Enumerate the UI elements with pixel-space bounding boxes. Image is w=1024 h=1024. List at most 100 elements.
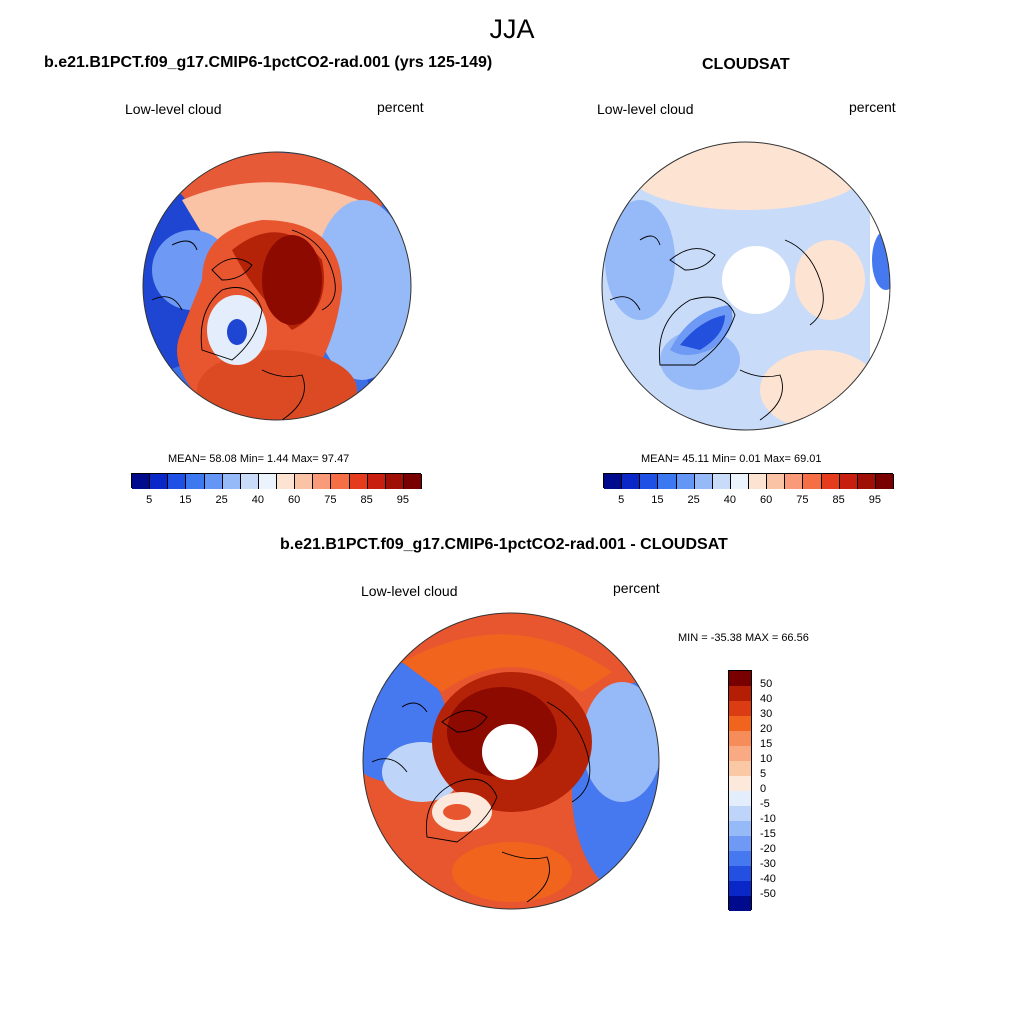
model-colorbar-tick-label: 85 (360, 494, 373, 506)
model-colorbar-swatch (132, 474, 151, 489)
model-colorbar-swatch (295, 474, 314, 489)
diff-colorbar-swatch (729, 761, 751, 776)
obs-colorbar-swatch (640, 474, 659, 489)
obs-colorbar-tick-label: 15 (651, 494, 664, 506)
diff-colorbar-swatch (729, 806, 751, 821)
obs-stats: MEAN= 45.11 Min= 0.01 Max= 69.01 (641, 453, 822, 465)
diff-stats: MIN = -35.38 MAX = 66.56 (678, 632, 809, 644)
obs-colorbar-swatch (658, 474, 677, 489)
obs-colorbar-swatch (694, 474, 713, 489)
diff-colorbar-labels: 50 40 30 20 15 10 5 0 -5 -10 -15 -20 -30 -40 -50 (760, 670, 800, 910)
diff-colorbar-swatch (729, 716, 751, 731)
obs-colorbar-swatch (622, 474, 641, 489)
diff-colorbar-tick-label: 5 (760, 768, 767, 780)
diff-colorbar-tick-label: 10 (760, 753, 773, 765)
obs-colorbar-swatch (767, 474, 786, 489)
diff-colorbar-swatch (729, 776, 751, 791)
diff-panel-title: b.e21.B1PCT.f09_g17.CMIP6-1pctCO2-rad.00… (280, 536, 728, 553)
model-colorbar-swatch (186, 474, 205, 489)
diff-colorbar-tick-label: -50 (760, 888, 776, 900)
model-panel-title: b.e21.B1PCT.f09_g17.CMIP6-1pctCO2-rad.00… (44, 54, 493, 71)
obs-colorbar-tick-label: 75 (796, 494, 809, 506)
model-left-label: Low-level cloud (125, 101, 222, 117)
obs-colorbar-tick-label: 5 (618, 494, 625, 506)
model-colorbar-tick-label: 15 (179, 494, 192, 506)
diff-colorbar-swatch (729, 881, 751, 896)
diff-colorbar-swatch (729, 896, 751, 911)
diff-colorbar-swatch (729, 671, 751, 686)
model-stats: MEAN= 58.08 Min= 1.44 Max= 97.47 (168, 453, 350, 465)
diff-colorbar-swatch (729, 866, 751, 881)
obs-colorbar-swatch (803, 474, 822, 489)
diff-colorbar-tick-label: 50 (760, 678, 773, 690)
model-colorbar (131, 473, 422, 489)
diff-left-label: Low-level cloud (361, 583, 458, 599)
diff-colorbar-tick-label: 40 (760, 693, 773, 705)
obs-colorbar-swatch (676, 474, 695, 489)
obs-colorbar-tick-label: 25 (687, 494, 700, 506)
model-colorbar-swatch (240, 474, 259, 489)
obs-colorbar-swatch (875, 474, 894, 489)
model-colorbar-swatch (168, 474, 187, 489)
diff-colorbar-tick-label: 15 (760, 738, 773, 750)
diff-colorbar (728, 670, 752, 911)
diff-colorbar-tick-label: -15 (760, 828, 776, 840)
model-colorbar-swatch (150, 474, 169, 489)
diff-colorbar-tick-label: -30 (760, 858, 776, 870)
obs-colorbar-swatch (712, 474, 731, 489)
model-colorbar-tick-label: 75 (324, 494, 337, 506)
obs-colorbar (603, 473, 894, 489)
diff-colorbar-tick-label: 30 (760, 708, 773, 720)
obs-polar-map (601, 141, 891, 431)
model-colorbar-tick-label: 60 (288, 494, 301, 506)
obs-colorbar-labels: 5 15 25 40 60 75 85 95 (603, 494, 893, 508)
model-colorbar-swatch (367, 474, 386, 489)
model-colorbar-swatch (403, 474, 422, 489)
obs-colorbar-tick-label: 40 (723, 494, 736, 506)
model-colorbar-tick-label: 95 (396, 494, 409, 506)
obs-left-label: Low-level cloud (597, 101, 694, 117)
model-colorbar-swatch (385, 474, 404, 489)
diff-colorbar-swatch (729, 851, 751, 866)
diff-polar-map (362, 612, 660, 910)
model-polar-map (142, 151, 412, 421)
diff-colorbar-swatch (729, 821, 751, 836)
obs-colorbar-swatch (821, 474, 840, 489)
model-colorbar-tick-label: 25 (215, 494, 228, 506)
model-colorbar-labels: 5 15 25 40 60 75 85 95 (131, 494, 421, 508)
model-colorbar-tick-label: 40 (251, 494, 264, 506)
obs-colorbar-tick-label: 85 (832, 494, 845, 506)
diff-colorbar-swatch (729, 791, 751, 806)
diff-colorbar-swatch (729, 836, 751, 851)
figure-title: JJA (489, 14, 535, 44)
diff-right-label: percent (613, 580, 660, 596)
model-colorbar-swatch (313, 474, 332, 489)
obs-colorbar-swatch (604, 474, 623, 489)
diff-colorbar-tick-label: -20 (760, 843, 776, 855)
diff-colorbar-tick-label: 0 (760, 783, 767, 795)
model-colorbar-tick-label: 5 (146, 494, 153, 506)
diff-colorbar-swatch (729, 686, 751, 701)
model-colorbar-swatch (258, 474, 277, 489)
model-colorbar-swatch (277, 474, 296, 489)
diff-colorbar-swatch (729, 746, 751, 761)
obs-panel-title: CLOUDSAT (702, 56, 790, 73)
obs-colorbar-tick-label: 95 (868, 494, 881, 506)
obs-colorbar-swatch (749, 474, 768, 489)
diff-colorbar-swatch (729, 731, 751, 746)
obs-colorbar-tick-label: 60 (760, 494, 773, 506)
obs-colorbar-swatch (785, 474, 804, 489)
model-colorbar-swatch (222, 474, 241, 489)
obs-colorbar-swatch (730, 474, 749, 489)
model-colorbar-swatch (204, 474, 223, 489)
model-colorbar-swatch (331, 474, 350, 489)
diff-colorbar-tick-label: -10 (760, 813, 776, 825)
obs-right-label: percent (849, 99, 896, 115)
obs-colorbar-swatch (839, 474, 858, 489)
model-colorbar-swatch (349, 474, 368, 489)
diff-colorbar-swatch (729, 701, 751, 716)
obs-colorbar-swatch (857, 474, 876, 489)
diff-colorbar-tick-label: -40 (760, 873, 776, 885)
diff-colorbar-tick-label: 20 (760, 723, 773, 735)
model-right-label: percent (377, 99, 424, 115)
